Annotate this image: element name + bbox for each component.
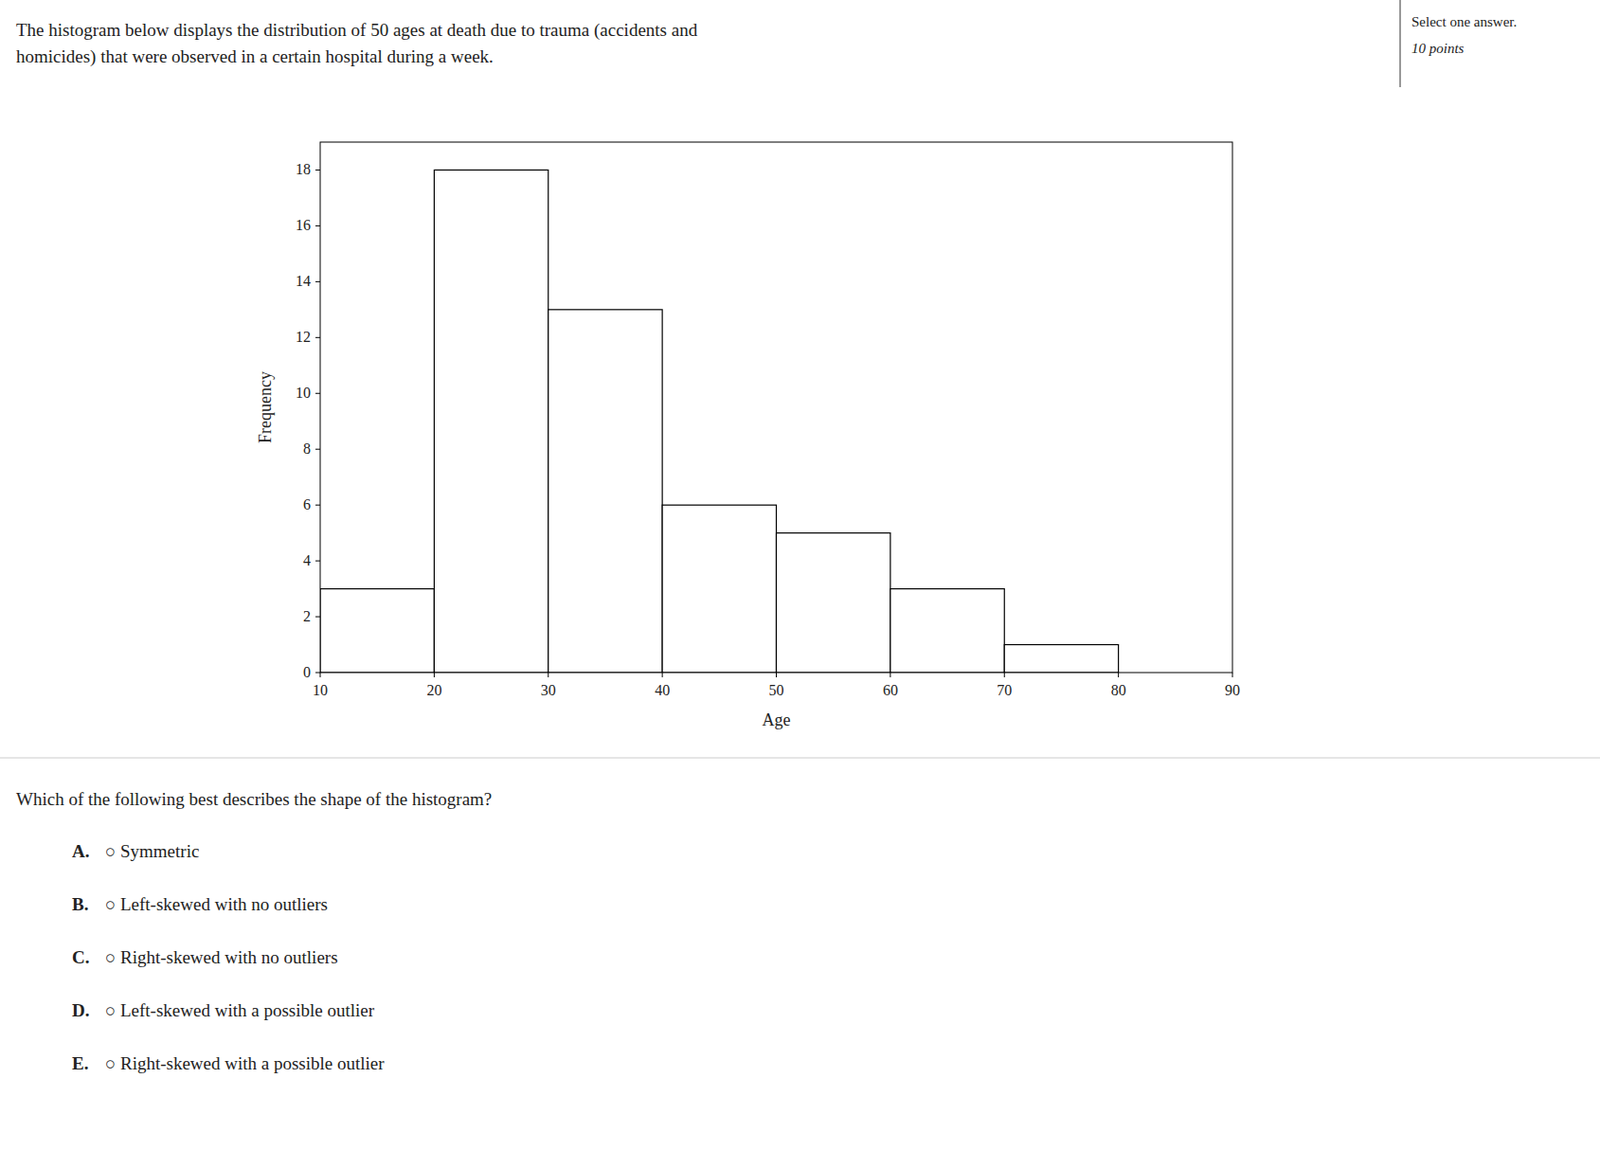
x-tick-label: 10 — [312, 682, 328, 699]
x-tick — [320, 672, 322, 678]
x-tick-label: 80 — [1111, 682, 1127, 699]
histogram-bar — [890, 589, 1005, 673]
x-axis-label: Age — [762, 710, 792, 730]
y-tick-label: 16 — [295, 216, 311, 234]
sidebar-text: Select one answer. — [1411, 14, 1517, 30]
x-tick-label: 70 — [996, 682, 1012, 699]
y-tick-label: 6 — [303, 496, 311, 513]
x-tick — [1232, 672, 1234, 678]
sidebar-points: 10 points — [1411, 40, 1465, 56]
chart-root: The histogram below displays the distrib… — [0, 0, 1600, 1168]
y-tick — [315, 504, 321, 506]
y-axis-label: Frequency — [255, 371, 275, 444]
option-letter: E. — [71, 1053, 89, 1074]
x-tick — [775, 672, 777, 678]
option-text: ○ Symmetric — [100, 841, 199, 862]
option-text: ○ Right-skewed with a possible outlier — [100, 1053, 385, 1074]
x-tick — [662, 672, 664, 678]
x-tick — [433, 672, 435, 678]
y-tick — [315, 281, 321, 283]
x-tick — [1117, 672, 1119, 678]
x-tick — [547, 672, 549, 678]
y-tick — [315, 616, 321, 618]
plot-frame — [320, 142, 1233, 673]
x-tick-label: 50 — [769, 682, 785, 699]
option-text: ○ Left-skewed with no outliers — [100, 894, 328, 915]
histogram-bar — [320, 589, 434, 673]
histogram-bar — [662, 504, 776, 673]
y-tick — [315, 169, 321, 171]
background — [0, 0, 1600, 1168]
y-tick-label: 0 — [303, 664, 311, 681]
y-tick — [315, 393, 321, 395]
y-tick-label: 12 — [295, 328, 311, 345]
histogram-bar — [433, 169, 548, 673]
question: Which of the following best describes th… — [16, 789, 492, 809]
x-tick — [889, 672, 891, 678]
x-tick-label: 90 — [1224, 682, 1241, 699]
y-tick — [315, 337, 321, 339]
histogram-bar — [548, 309, 663, 673]
y-tick-label: 4 — [303, 552, 311, 569]
sidebar-divider — [1400, 0, 1402, 88]
y-tick-label: 18 — [295, 161, 311, 178]
histogram-bar — [1004, 645, 1118, 673]
option-letter: B. — [71, 894, 89, 915]
option-letter: A. — [71, 841, 90, 862]
y-tick-label: 10 — [295, 384, 311, 401]
option-text: ○ Left-skewed with a possible outlier — [100, 1000, 376, 1021]
histogram-bar — [776, 533, 891, 673]
axes: 10 20 30 40 50 60 70 80 90 0 2 4 6 8 10 12 14 16 18 Age Freq… — [255, 142, 1241, 730]
title: The histogram below displays the distrib… — [16, 19, 699, 41]
separator — [0, 757, 1600, 759]
x-tick-label: 20 — [426, 682, 442, 699]
y-tick — [315, 225, 321, 227]
x-tick-label: 60 — [882, 682, 899, 699]
option-letter: D. — [71, 1000, 90, 1021]
y-tick-label: 2 — [303, 608, 311, 625]
x-tick-label: 40 — [654, 682, 670, 699]
y-tick — [315, 560, 321, 562]
x-tick-label: 30 — [540, 682, 557, 699]
bars — [320, 169, 1119, 673]
x-tick — [1004, 672, 1006, 678]
y-tick-label: 8 — [303, 440, 311, 457]
y-tick — [315, 449, 321, 450]
subtitle: homicides) that were observed in a certa… — [16, 46, 494, 68]
option-letter: C. — [71, 947, 90, 968]
y-tick-label: 14 — [295, 272, 311, 289]
y-tick — [315, 672, 321, 674]
option-text: ○ Right-skewed with no outliers — [100, 947, 339, 968]
